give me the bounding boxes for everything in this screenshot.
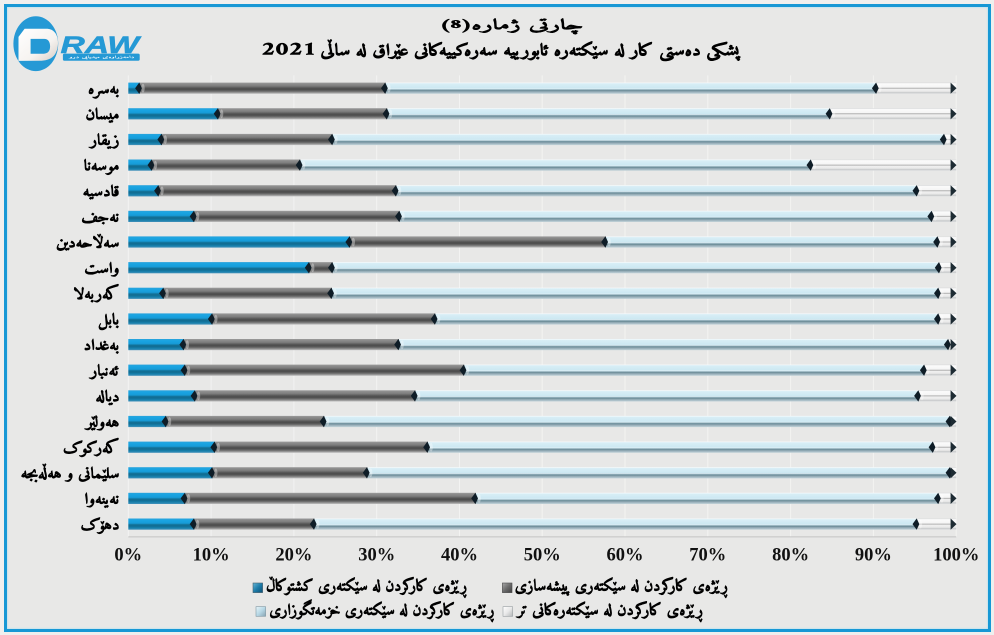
svg-text:30%: 30% [358, 546, 395, 566]
svg-text:0%: 0% [114, 546, 142, 566]
svg-text:50%: 50% [524, 546, 561, 566]
svg-text:40%: 40% [441, 546, 478, 566]
svg-text:10%: 10% [193, 546, 230, 566]
svg-text:80%: 80% [772, 546, 809, 566]
svg-text:70%: 70% [689, 546, 726, 566]
svg-text:90%: 90% [855, 546, 892, 566]
svg-text:100%: 100% [933, 546, 979, 566]
svg-text:60%: 60% [607, 546, 644, 566]
svg-text:20%: 20% [275, 546, 312, 566]
